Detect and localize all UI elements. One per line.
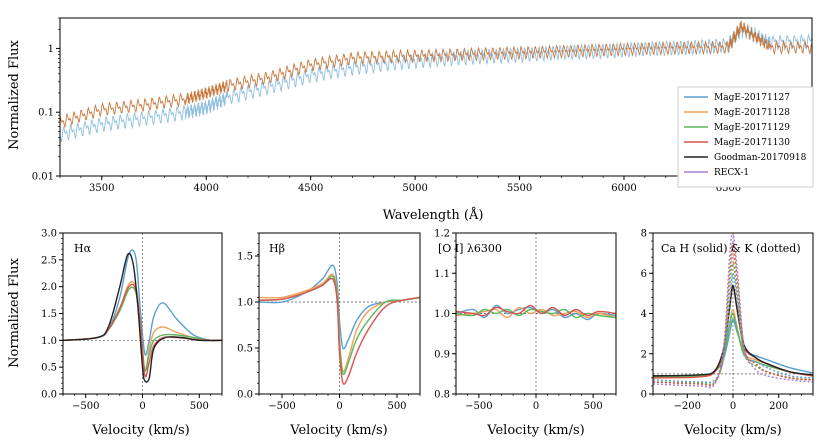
series-line-cahk-7 xyxy=(653,262,813,385)
xtick-label-spectrum: 5000 xyxy=(402,183,427,194)
xtick-label-spectrum: 5500 xyxy=(507,183,532,194)
ylabel-bottom: Normalized Flux xyxy=(7,257,22,367)
legend: MagE-20171127 MagE-20171128 MagE-2017112… xyxy=(677,86,814,188)
xtick-label-hbeta: 0 xyxy=(336,401,342,412)
xtick-label-spectrum: 4500 xyxy=(298,183,323,194)
ytick-label-halpha: 2.5 xyxy=(41,255,57,266)
panel-cahk: −200 0 200 0 2 4 6 8 xyxy=(641,229,814,412)
xtick-label-oi: −500 xyxy=(465,401,492,412)
xtick-label-oi: 500 xyxy=(584,401,603,412)
series-line-halpha-4 xyxy=(63,252,222,383)
xtick-label-spectrum: 4000 xyxy=(193,183,218,194)
ytick-label-hbeta: 1.5 xyxy=(237,252,253,263)
panel-hbeta: −500 0 500 0.0 0.5 1.0 1.5 xyxy=(237,232,421,412)
xtick-label-oi: 0 xyxy=(533,401,539,412)
ytick-label-spectrum: 0.1 xyxy=(38,108,54,119)
ytick-label-cahk: 0 xyxy=(641,390,647,401)
xtick-label-spectrum: 6000 xyxy=(611,183,636,194)
title-hbeta: Hβ xyxy=(269,242,285,255)
ytick-label-halpha: 0.0 xyxy=(41,390,57,401)
series-line-spectrum-1 xyxy=(60,20,812,129)
ytick-label-halpha: 3.0 xyxy=(41,229,57,240)
xtick-label-cahk: 200 xyxy=(769,401,788,412)
legend-label-5: RECX-1 xyxy=(714,168,749,178)
ytick-label-hbeta: 0.5 xyxy=(237,344,253,355)
xlabel-spectrum: Wavelength (Å) xyxy=(383,207,484,223)
legend-label-4: Goodman-20170918 xyxy=(714,153,807,163)
ytick-label-cahk: 2 xyxy=(641,349,647,360)
series-line-cahk-4 xyxy=(653,284,813,377)
title-oi: [O I] λ6300 xyxy=(438,242,502,255)
xtick-label-halpha: 0 xyxy=(139,401,145,412)
xtick-label-hbeta: −500 xyxy=(268,401,295,412)
xlabel-hbeta: Velocity (km/s) xyxy=(289,423,387,438)
ytick-label-hbeta: 0.0 xyxy=(237,390,253,401)
ytick-label-cahk: 4 xyxy=(641,309,647,320)
series-line-oi-1 xyxy=(456,306,616,319)
ytick-label-cahk: 8 xyxy=(641,229,647,240)
ytick-label-cahk: 6 xyxy=(641,269,647,280)
xtick-label-spectrum: 3500 xyxy=(89,183,114,194)
title-halpha: Hα xyxy=(74,242,92,255)
legend-label-3: MagE-20171130 xyxy=(714,138,790,148)
ytick-label-oi: 1.2 xyxy=(434,229,450,240)
series-line-cahk-3 xyxy=(653,286,813,379)
ytick-label-oi: 1.0 xyxy=(434,309,450,320)
series-line-cahk-0 xyxy=(653,318,813,377)
panel-spectrum: 3500 4000 4500 5000 5500 6000 6500 0.01 0.1 1 xyxy=(32,17,813,194)
ytick-label-spectrum: 0.01 xyxy=(32,172,54,183)
series-line-spectrum-0 xyxy=(60,22,812,142)
series-line-cahk-5 xyxy=(653,272,813,384)
title-cahk: Ca H (solid) & K (dotted) xyxy=(661,242,801,255)
ytick-label-halpha: 1.0 xyxy=(41,336,57,347)
series-line-hbeta-3 xyxy=(259,277,420,385)
ytick-label-oi: 1.1 xyxy=(434,269,450,280)
xtick-label-spectrum: 6500 xyxy=(716,183,741,194)
ytick-label-halpha: 0.5 xyxy=(41,363,57,374)
xtick-label-cahk: −200 xyxy=(674,401,701,412)
ytick-label-halpha: 2.0 xyxy=(41,282,57,293)
ytick-label-spectrum: 1 xyxy=(48,44,54,55)
xtick-label-halpha: 500 xyxy=(190,401,209,412)
xlabel-oi: Velocity (km/s) xyxy=(486,423,584,438)
xtick-label-cahk: 0 xyxy=(730,401,736,412)
legend-box xyxy=(677,86,814,188)
panel-halpha: −500 0 500 0.0 0.5 1.0 1.5 2.0 2.5 3.0 xyxy=(41,229,223,412)
ytick-label-hbeta: 1.0 xyxy=(237,298,253,309)
xtick-label-halpha: −500 xyxy=(72,401,99,412)
series-line-halpha-0 xyxy=(63,249,222,356)
xtick-label-hbeta: 500 xyxy=(387,401,406,412)
panel-oi: −500 0 500 0.8 0.9 1.0 1.1 1.2 xyxy=(434,229,617,412)
ylabel-spectrum: Normalized Flux xyxy=(7,39,22,149)
ytick-label-oi: 0.9 xyxy=(434,349,450,360)
series-line-oi-3 xyxy=(456,304,616,317)
legend-label-2: MagE-20171129 xyxy=(714,123,790,133)
legend-label-0: MagE-20171127 xyxy=(714,93,790,103)
xlabel-halpha: Velocity (km/s) xyxy=(91,423,189,438)
ytick-label-oi: 0.8 xyxy=(434,390,450,401)
series-line-cahk-9 xyxy=(653,233,813,389)
legend-label-1: MagE-20171128 xyxy=(714,108,790,118)
ytick-label-halpha: 1.5 xyxy=(41,309,57,320)
xlabel-cahk: Velocity (km/s) xyxy=(683,423,781,438)
